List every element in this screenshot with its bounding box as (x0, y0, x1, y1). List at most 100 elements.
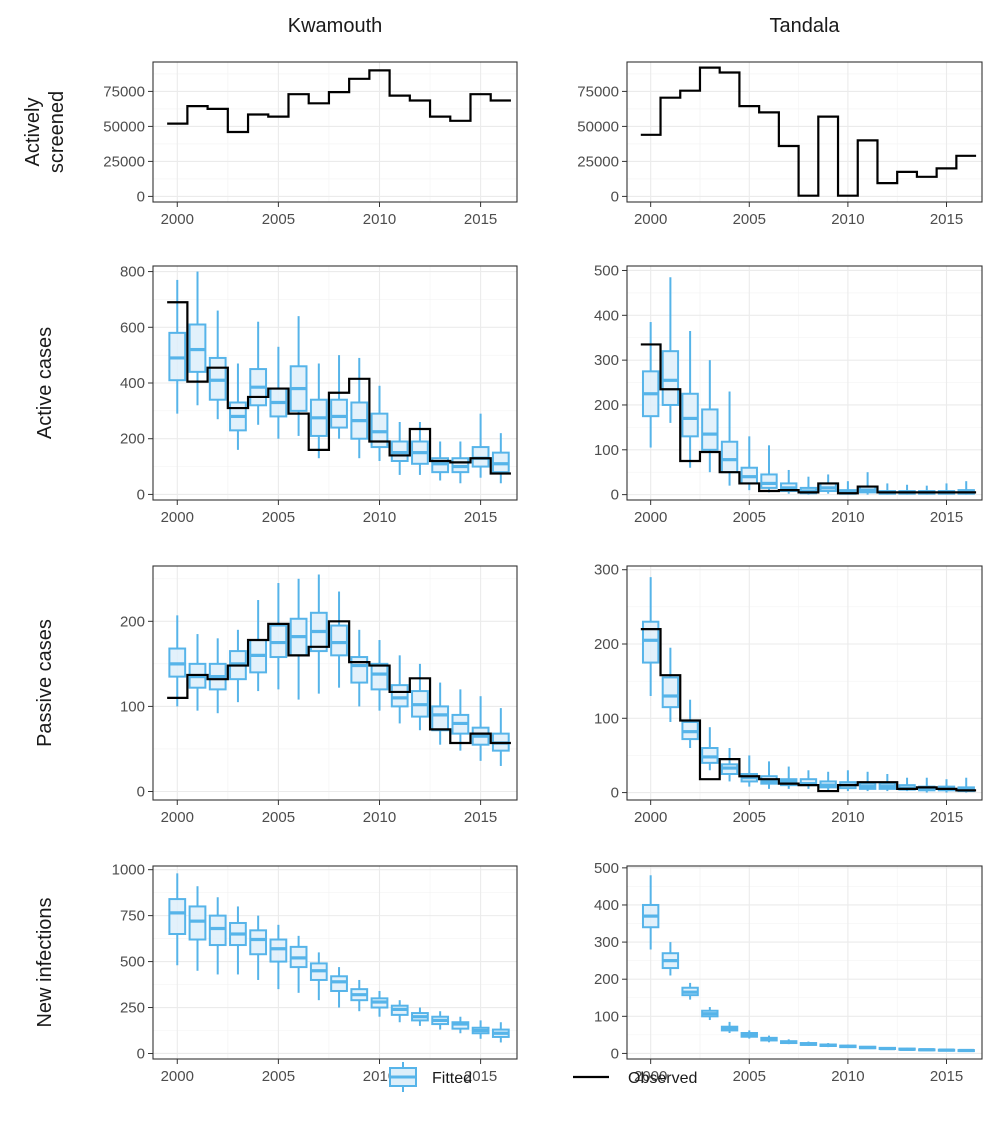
fitted-box-2006 (289, 935, 308, 993)
fitted-box-2014 (451, 689, 470, 751)
fitted-box-2012 (411, 422, 429, 475)
y-tick-label: 300 (594, 934, 619, 951)
y-tick-label: 400 (594, 897, 619, 914)
legend-fitted-label: Fitted (432, 1070, 472, 1087)
panel-tandala-active: 0 100 200 300 400 500 2000 2005 2010 2015 (594, 262, 983, 526)
panel-border (152, 61, 518, 203)
y-tick-label: 50000 (577, 118, 619, 135)
y-tick-label: 0 (611, 785, 619, 802)
fitted-box-2009 (350, 357, 369, 459)
fitted-box-2014 (451, 1016, 470, 1034)
fitted-box-2003 (229, 363, 247, 450)
row-label-line: New infections (34, 897, 56, 1027)
row-label-line: screened (46, 91, 68, 173)
fitted-box-2005 (269, 346, 288, 439)
box-iqr (330, 624, 348, 657)
x-tick-label: 2010 (363, 1068, 396, 1085)
fitted-box-2008 (799, 1041, 818, 1047)
fitted-box-2012 (411, 1007, 429, 1026)
panel-tandala-screened: 0 25000 50000 75000 2000 2005 2010 2015 (577, 61, 983, 228)
fitted-box-2005 (269, 583, 288, 690)
fitted-box-2015 (471, 1020, 490, 1039)
x-tick-label: 2005 (733, 211, 766, 228)
fitted-box-2009 (350, 629, 369, 707)
x-tick-label: 2005 (733, 809, 766, 826)
panel-border (626, 61, 983, 203)
row-labels: Actively screened Active cases Passive case… (22, 91, 68, 1028)
fitted-box-2016 (957, 1048, 975, 1053)
y-tick-label: 200 (120, 431, 145, 448)
fitted-box-2006 (760, 445, 778, 493)
y-tick-label: 0 (611, 487, 619, 504)
fitted-box-2010 (370, 385, 389, 461)
x-tick-label: 2005 (733, 509, 766, 526)
box-iqr (760, 473, 778, 489)
fitted-box-2001 (661, 647, 680, 722)
box-iqr (701, 408, 719, 451)
y-tick-label: 200 (594, 397, 619, 414)
y-tick-label: 100 (594, 710, 619, 727)
y-tick-label: 300 (594, 562, 619, 579)
panel-background (627, 566, 982, 800)
plot-area (640, 66, 977, 197)
x-tick-label: 2010 (363, 211, 396, 228)
plot-area (640, 277, 977, 495)
plot-area (167, 69, 511, 134)
fitted-box-2016 (491, 1022, 510, 1043)
x-tick-label: 2005 (262, 809, 295, 826)
box-iqr (661, 350, 680, 406)
panel-background (627, 866, 982, 1059)
y-tick-label: 1000 (112, 862, 145, 879)
y-tick-label: 100 (120, 698, 145, 715)
fitted-box-2013 (431, 1011, 450, 1030)
y-tick-label: 250 (120, 1000, 145, 1017)
y-tick-label: 200 (120, 613, 145, 630)
row-label-line: Active cases (34, 327, 56, 439)
x-tick-label: 2005 (733, 1068, 766, 1085)
fitted-box-2010 (370, 640, 389, 711)
panel-tandala-infections: 0 100 200 300 400 500 2000 2005 2010 2015 (594, 860, 983, 1085)
fitted-box-2005 (269, 924, 288, 990)
fitted-box-2000 (641, 322, 660, 448)
fitted-box-2001 (188, 886, 207, 971)
x-tick-label: 2010 (831, 211, 864, 228)
panel-kwamouth-screened: 0 25000 50000 75000 2000 2005 2010 2015 (103, 61, 518, 228)
legend: Fitted Observed (389, 1062, 697, 1092)
row-label-line: Actively (22, 98, 44, 167)
plot-area (167, 271, 511, 484)
x-tick-label: 2000 (161, 1068, 194, 1085)
y-tick-label: 0 (137, 1045, 145, 1062)
y-tick-label: 200 (594, 971, 619, 988)
x-tick-label: 2000 (161, 809, 194, 826)
fitted-box-2001 (661, 942, 680, 976)
box-iqr (390, 684, 409, 708)
panel-background (153, 866, 517, 1059)
panel-kwamouth-passive: 0 100 200 2000 2005 2010 2015 (120, 565, 518, 826)
x-tick-label: 2015 (464, 211, 497, 228)
x-tick-label: 2010 (831, 1068, 864, 1085)
x-tick-label: 2010 (831, 509, 864, 526)
y-tick-label: 0 (137, 188, 145, 205)
box-iqr (681, 392, 699, 438)
panel-border (626, 565, 983, 801)
fitted-box-2012 (878, 1046, 897, 1051)
fitted-box-2002 (208, 638, 227, 714)
x-tick-label: 2000 (161, 509, 194, 526)
fitted-box-2003 (701, 1007, 719, 1021)
x-tick-label: 2000 (161, 211, 194, 228)
observed-line (167, 620, 511, 745)
y-tick-label: 750 (120, 908, 145, 925)
x-tick-label: 2015 (930, 809, 963, 826)
fitted-box-2000 (641, 577, 660, 696)
x-tick-label: 2005 (262, 1068, 295, 1085)
box-iqr (370, 662, 389, 691)
x-tick-label: 2000 (634, 211, 667, 228)
fitted-box-2008 (330, 967, 348, 1008)
fitted-box-2006 (760, 1035, 778, 1043)
box-iqr (330, 975, 348, 992)
fitted-box-2011 (858, 1045, 877, 1050)
box-iqr (330, 398, 348, 429)
y-tick-label: 25000 (577, 153, 619, 170)
y-tick-label: 300 (594, 352, 619, 369)
